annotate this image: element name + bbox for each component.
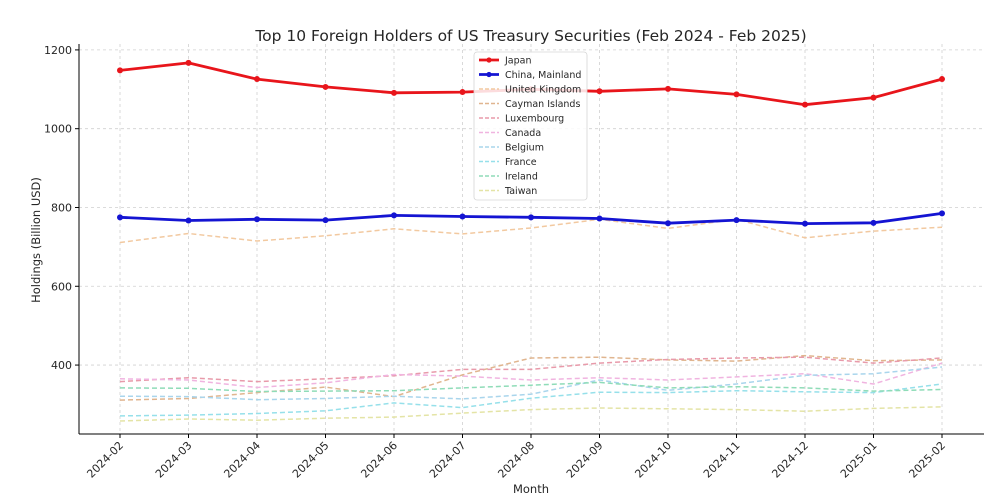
y-tick-label: 600 xyxy=(51,280,72,293)
data-point-china-mainland xyxy=(665,220,671,227)
x-tick-label: 2024-05 xyxy=(290,439,332,481)
series-line-canada xyxy=(119,362,943,389)
legend-entry-label: Luxembourg xyxy=(505,114,564,125)
legend-box xyxy=(473,51,588,201)
legend: Japan China, Mainland United Kingdom Cayman… xyxy=(473,51,588,201)
x-tick-label: 2024-09 xyxy=(564,439,606,481)
x-tick-label: 2024-06 xyxy=(358,439,400,481)
legend-entry-label: Cayman Islands xyxy=(505,99,580,110)
data-point-japan xyxy=(596,88,603,95)
data-point-china-mainland xyxy=(322,217,329,224)
data-point-japan xyxy=(322,83,329,90)
data-point-japan xyxy=(459,89,466,96)
data-point-japan xyxy=(802,101,808,108)
data-point-china-mainland xyxy=(117,214,123,221)
x-tick-label: 2024-12 xyxy=(769,439,811,481)
y-axis-label: Holdings (Billion USD) xyxy=(29,177,43,303)
data-point-japan xyxy=(733,91,740,98)
x-tick-label: 2024-08 xyxy=(495,439,537,481)
y-tick-label: 400 xyxy=(51,359,72,372)
legend-entry-label: Ireland xyxy=(505,172,538,183)
y-tick-label: 1000 xyxy=(44,123,72,136)
data-point-china-mainland xyxy=(596,215,603,222)
data-point-japan xyxy=(939,76,945,83)
x-tick-label: 2025-02 xyxy=(906,439,948,481)
x-tick-label: 2024-03 xyxy=(153,439,195,481)
x-axis-label: Month xyxy=(513,482,549,496)
legend-entry-label: Belgium xyxy=(505,143,544,154)
x-tick-label: 2025-01 xyxy=(838,439,880,481)
x-ticks: 2024-02 2024-03 2024-04 2024-05 2024-06 2024-… xyxy=(84,434,948,481)
chart-title: Top 10 Foreign Holders of US Treasury Se… xyxy=(254,27,806,45)
data-point-china-mainland xyxy=(254,216,260,223)
x-tick-label: 2024-10 xyxy=(632,439,674,481)
series-line-ireland xyxy=(119,381,943,393)
data-point-china-mainland xyxy=(185,217,192,224)
data-point-japan xyxy=(870,94,877,101)
data-point-japan xyxy=(254,76,260,83)
data-point-china-mainland xyxy=(939,210,945,217)
series-line-united-kingdom xyxy=(119,218,943,244)
data-point-japan xyxy=(391,89,397,96)
series-line-cayman-islands xyxy=(119,354,943,401)
series-line-taiwan xyxy=(119,406,943,422)
x-tick-label: 2024-04 xyxy=(221,439,263,481)
legend-marker xyxy=(486,57,492,63)
y-ticks: 400 600 800 1000 1200 xyxy=(44,44,79,372)
y-tick-label: 1200 xyxy=(44,44,72,57)
series-line-belgium xyxy=(119,366,943,401)
legend-entry-label: Canada xyxy=(505,128,541,139)
y-tick-label: 800 xyxy=(51,201,72,214)
x-tick-label: 2024-11 xyxy=(701,439,743,481)
data-point-japan xyxy=(185,59,192,66)
series-line-france xyxy=(119,383,943,417)
data-point-japan xyxy=(665,85,671,92)
data-point-china-mainland xyxy=(459,213,466,220)
legend-entry-label: United Kingdom xyxy=(505,85,581,96)
data-point-japan xyxy=(117,67,123,74)
x-tick-label: 2024-02 xyxy=(84,439,126,481)
series-line-luxembourg xyxy=(119,356,943,383)
legend-entry-label: Taiwan xyxy=(504,186,537,197)
data-point-china-mainland xyxy=(391,212,397,219)
x-tick-label: 2024-07 xyxy=(427,439,469,481)
data-point-china-mainland xyxy=(870,219,877,226)
legend-entry-label: China, Mainland xyxy=(505,70,581,81)
data-point-china-mainland xyxy=(733,217,740,224)
legend-marker xyxy=(486,71,492,78)
legend-entry-label: Japan xyxy=(504,56,532,67)
legend-entry-label: France xyxy=(505,157,537,168)
data-point-china-mainland xyxy=(528,214,534,221)
data-point-china-mainland xyxy=(802,220,808,227)
